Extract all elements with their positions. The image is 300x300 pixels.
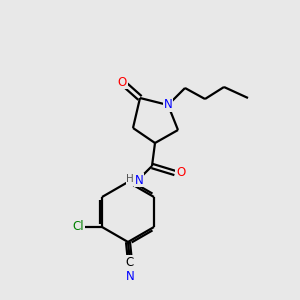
Text: N: N bbox=[126, 269, 134, 283]
Text: O: O bbox=[117, 76, 127, 88]
Text: N: N bbox=[164, 98, 172, 112]
Text: N: N bbox=[127, 172, 136, 185]
Text: H: H bbox=[126, 174, 134, 184]
Text: N: N bbox=[135, 173, 143, 187]
Text: O: O bbox=[176, 167, 186, 179]
Text: C: C bbox=[126, 256, 134, 268]
Text: N: N bbox=[127, 172, 136, 185]
Text: Cl: Cl bbox=[72, 220, 84, 233]
